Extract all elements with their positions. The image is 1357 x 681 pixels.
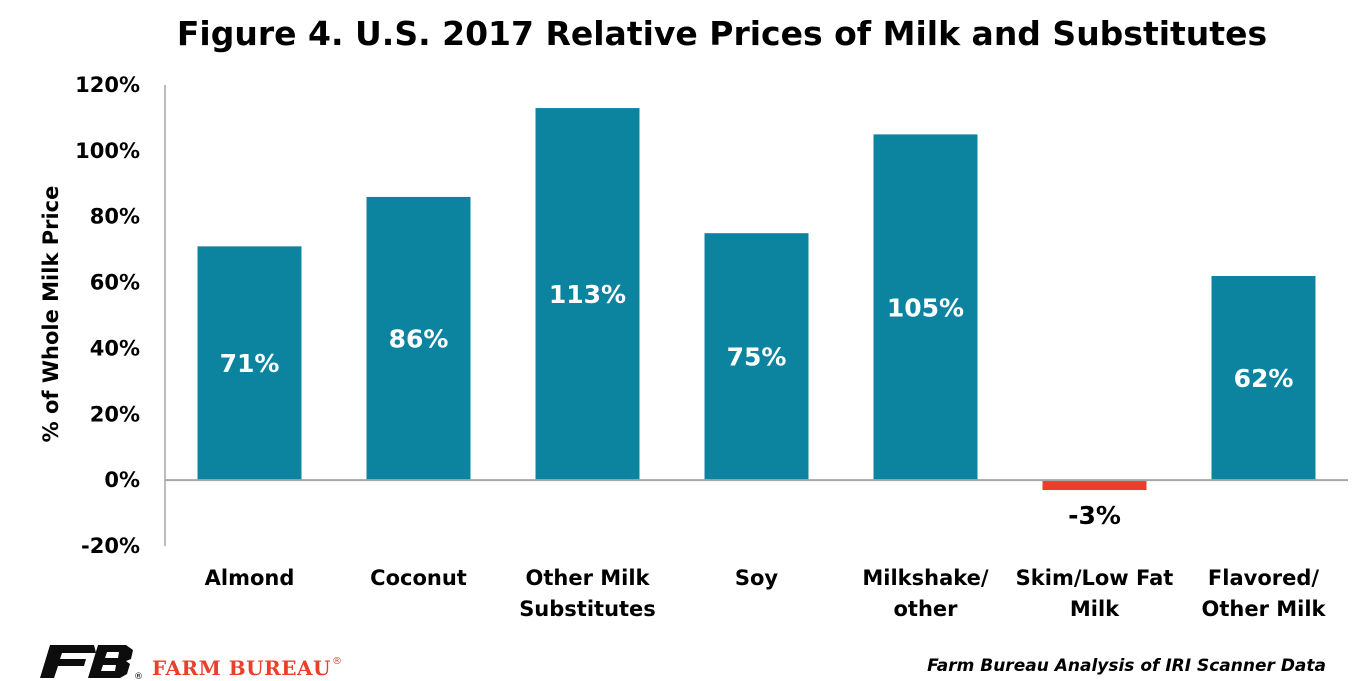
y-tick-label: -20%: [81, 534, 140, 558]
x-tick-label: Flavored/: [1208, 566, 1319, 590]
data-labels: 71% 86% 113% 75% 105% -3% 62%: [220, 280, 1294, 530]
bar: [197, 246, 302, 481]
x-tick-label: Almond: [205, 566, 295, 590]
x-tick-label: Coconut: [370, 566, 467, 590]
x-tick-label: Skim/Low Fat: [1016, 566, 1174, 590]
y-tick-label: 0%: [104, 468, 140, 492]
x-tick-label: other: [893, 597, 958, 621]
y-tick-label: 60%: [90, 271, 140, 295]
bar: [1211, 275, 1316, 481]
farm-bureau-logo-icon: [40, 645, 133, 678]
farm-bureau-wordmark: FARM BUREAU: [152, 656, 331, 680]
y-tick-label: 80%: [90, 205, 140, 229]
data-label: 75%: [727, 343, 787, 372]
y-tick-label: 40%: [90, 336, 140, 360]
x-tick-label: Soy: [735, 566, 779, 590]
x-axis-ticks: Almond Coconut Other Milk Substitutes Soy Mil…: [205, 566, 1327, 621]
y-tick-label: 100%: [75, 139, 140, 163]
logo-f-shape: [40, 645, 96, 678]
logo-registered-mark: ®: [134, 672, 143, 681]
bar: [366, 196, 471, 481]
data-label: 105%: [887, 293, 964, 322]
bar: [535, 108, 640, 481]
y-axis-ticks: 120% 100% 80% 60% 40% 20% 0% -20%: [75, 73, 140, 558]
y-axis-label: % of Whole Milk Price: [39, 186, 63, 443]
x-tick-label: Substitutes: [519, 597, 656, 621]
data-label: 62%: [1234, 364, 1294, 393]
source-note: Farm Bureau Analysis of IRI Scanner Data: [927, 656, 1326, 676]
bar: [704, 233, 809, 481]
x-tick-label: Milk: [1070, 597, 1120, 621]
x-tick-label: Other Milk: [1201, 597, 1326, 621]
bars: [197, 108, 1316, 491]
bar: [873, 134, 978, 481]
wordmark-registered-mark: ®: [332, 656, 342, 667]
data-label: 86%: [389, 325, 449, 354]
y-tick-label: 120%: [75, 73, 140, 97]
logo-b-shape: [88, 645, 133, 678]
chart-title: Figure 4. U.S. 2017 Relative Prices of M…: [177, 14, 1267, 53]
x-tick-label: Milkshake/: [862, 566, 989, 590]
y-tick-label: 20%: [90, 402, 140, 426]
data-label: 113%: [549, 280, 626, 309]
logo-b-notch-bottom: [101, 665, 116, 671]
x-tick-label: Other Milk: [525, 566, 650, 590]
data-label: -3%: [1068, 501, 1121, 530]
data-label: 71%: [220, 349, 280, 378]
bar: [1042, 480, 1147, 491]
logo-b-notch-top: [105, 652, 119, 658]
